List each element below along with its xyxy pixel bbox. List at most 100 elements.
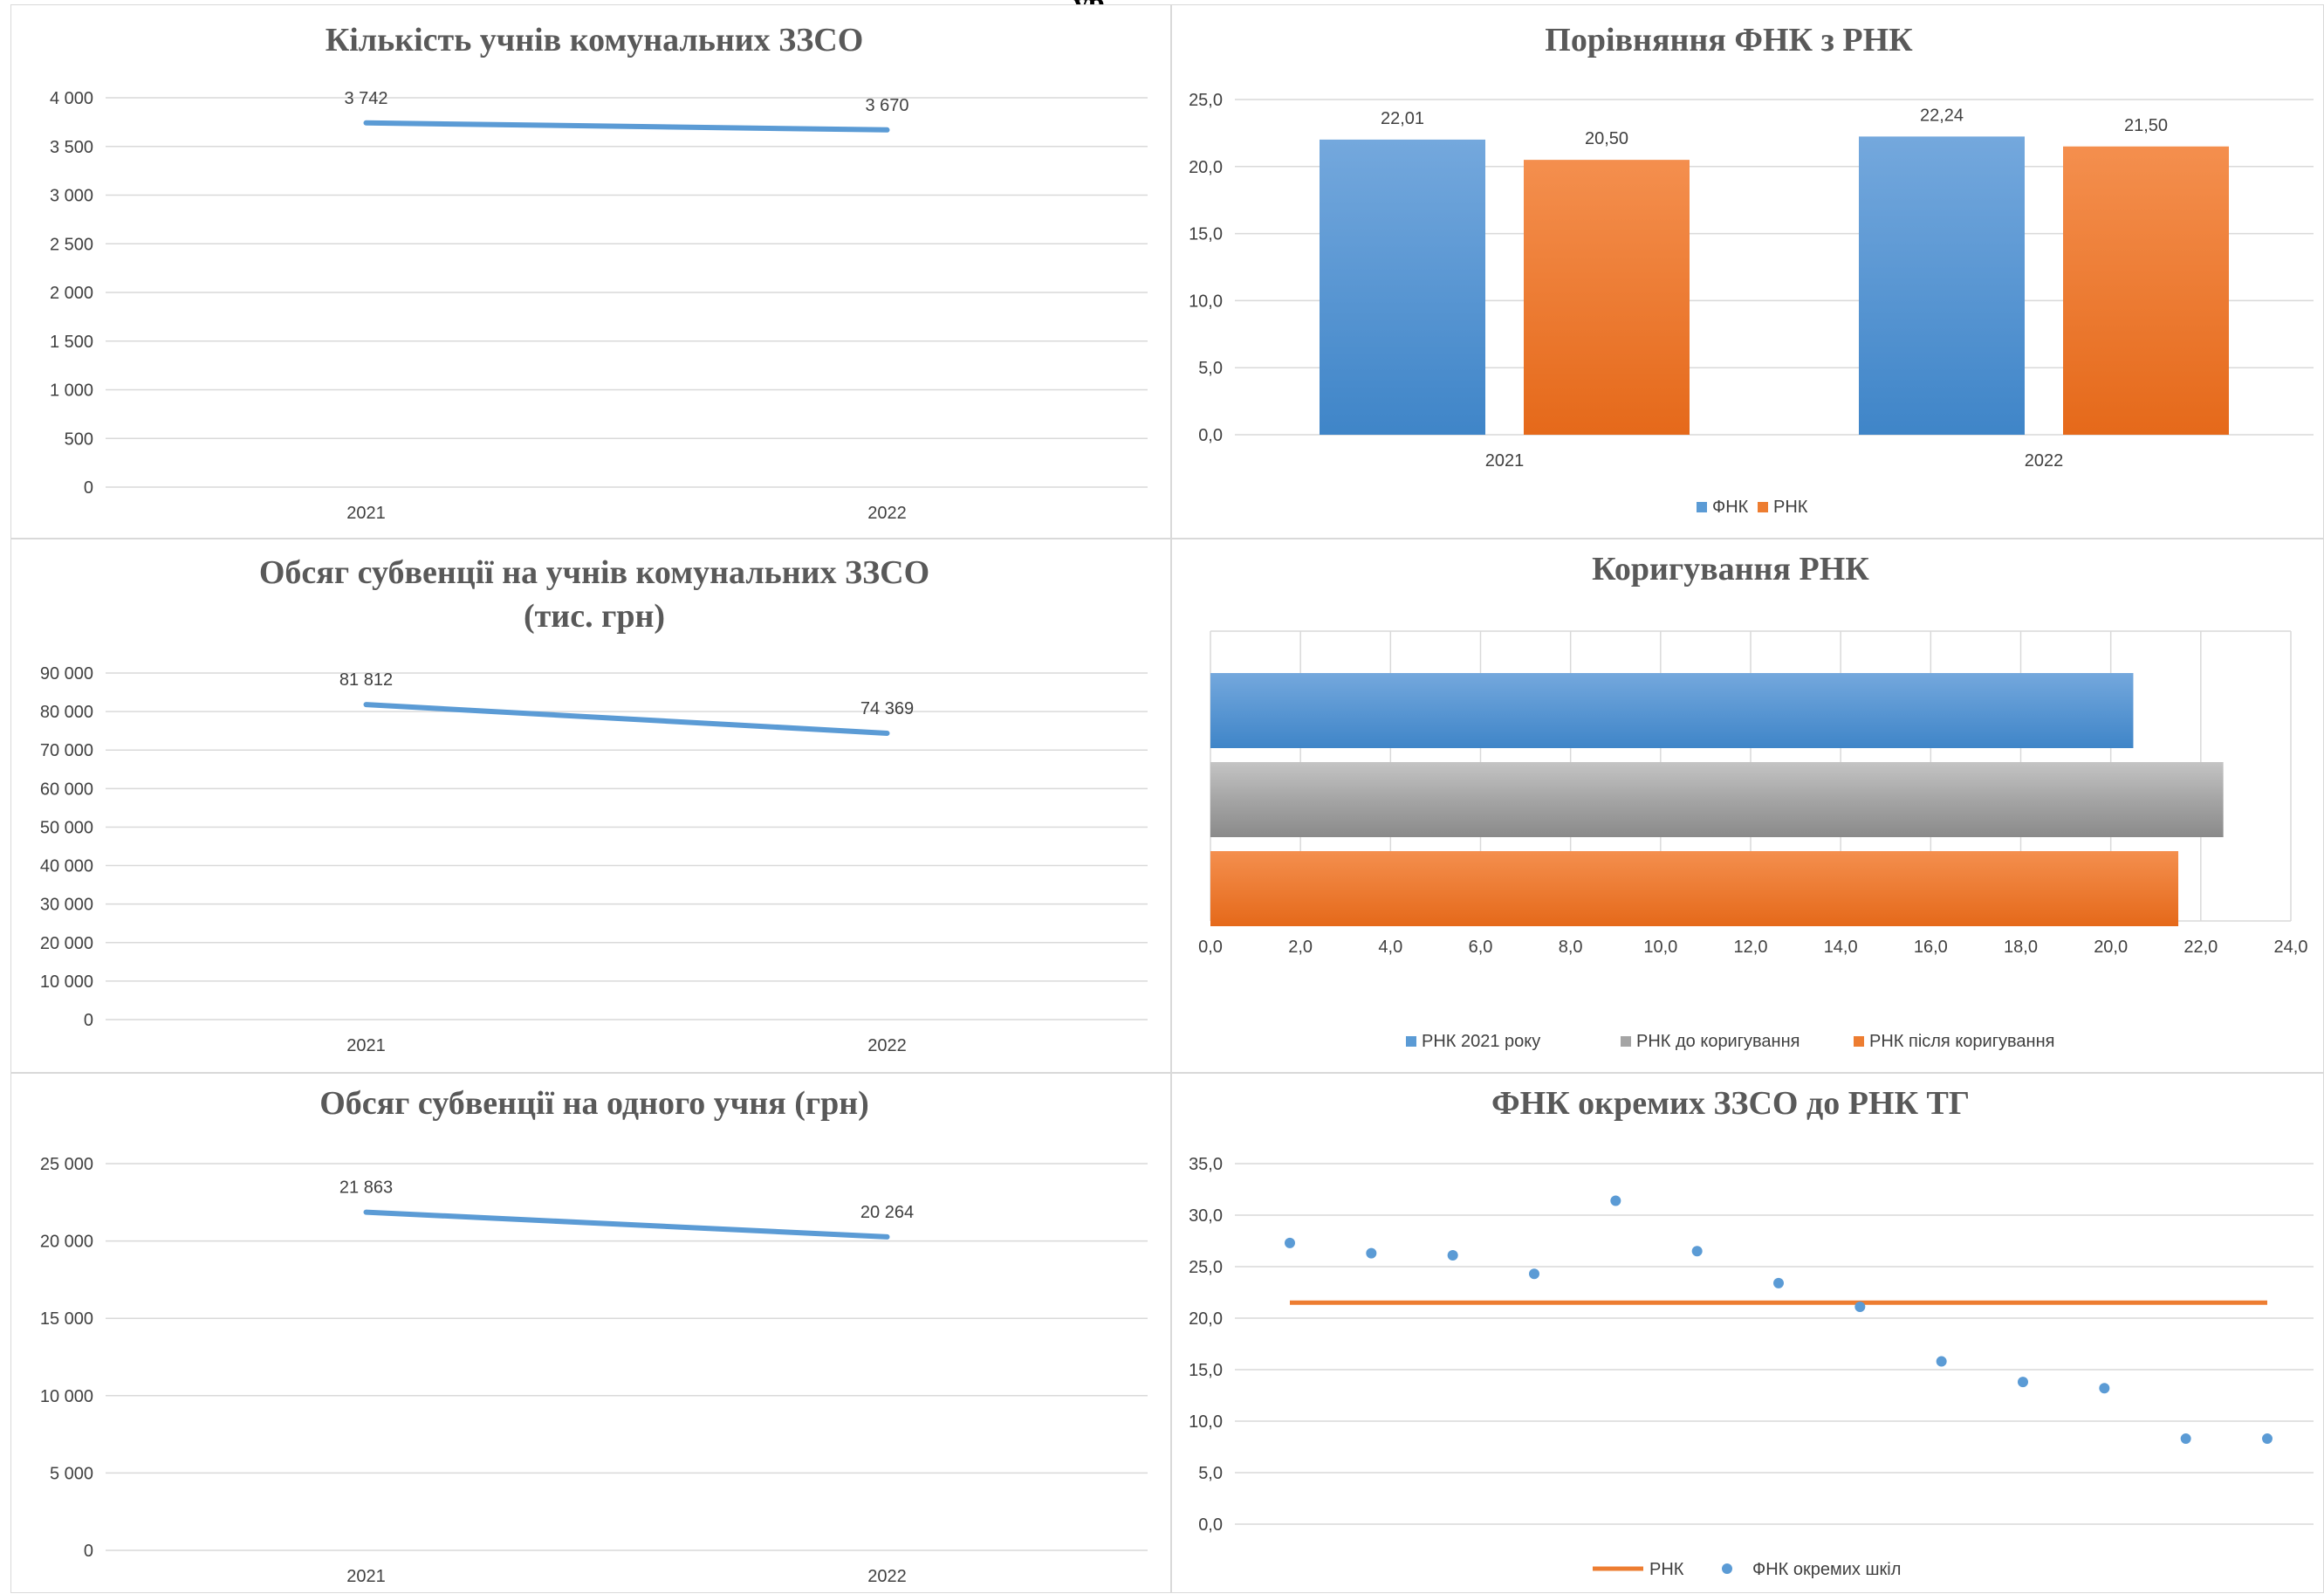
x-tick-label: 20,0	[2094, 938, 2128, 957]
scatter-point	[1854, 1302, 1866, 1313]
chart-subvention-per-student: Обсяг субвенції на одного учня (грн) 0 5 0…	[40, 1085, 1148, 1586]
chart-students: Кількість учнів комунальних ЗЗСО 0 500 1 00…	[50, 22, 1148, 523]
legend-swatch	[1758, 502, 1768, 512]
y-tick-label: 20 000	[40, 1233, 93, 1252]
scatter-point	[2180, 1433, 2191, 1445]
y-tick-label: 5,0	[1198, 1464, 1223, 1483]
y-tick-label: 35,0	[1189, 1155, 1223, 1174]
y-tick-label: 15,0	[1189, 225, 1223, 244]
y-tick-label: 2 500	[50, 235, 93, 254]
x-tick-label: 2,0	[1288, 938, 1313, 957]
scatter-point	[1447, 1250, 1458, 1261]
series-line	[363, 120, 890, 133]
chart-panel-subvention-total: Обсяг субвенції на учнів комунальних ЗЗС…	[10, 539, 1171, 1073]
y-tick-label: 0	[84, 1542, 93, 1561]
y-tick-label: 15 000	[40, 1309, 93, 1329]
y-tick-label: 30,0	[1189, 1206, 1223, 1226]
x-tick-label: 4,0	[1378, 938, 1402, 957]
y-tick-label: 90 000	[40, 664, 93, 684]
x-tick-label: 10,0	[1643, 938, 1677, 957]
x-tick-label: 0,0	[1198, 938, 1223, 957]
chart-title: Кількість учнів комунальних ЗЗСО	[326, 22, 864, 58]
data-label: 21 863	[339, 1178, 393, 1198]
bar	[1320, 139, 1485, 436]
x-tick-label: 24,0	[2274, 938, 2308, 957]
x-tick-label: 2022	[867, 1036, 907, 1055]
data-label: 74 369	[860, 699, 914, 718]
y-tick-label: 10 000	[40, 972, 93, 992]
x-tick-label: 2021	[346, 1567, 386, 1586]
chart-panel-students: Кількість учнів комунальних ЗЗСО 0 500 1 00…	[10, 4, 1171, 539]
chart-title: Порівняння ФНК з РНК	[1545, 22, 1913, 58]
data-label: 20 264	[860, 1203, 914, 1222]
chart-panel-rnk-adjust: Коригування РНК 0,0 2,0 4,0 6,0 8,0 10,0 12,0 14…	[1171, 539, 2324, 1073]
chart-title: ФНК окремих ЗЗСО до РНК ТГ	[1491, 1085, 1970, 1122]
chart-subvention-total: Обсяг субвенції на учнів комунальних ЗЗС…	[40, 554, 1148, 1055]
y-tick-label: 0	[84, 478, 93, 498]
chart-title: (тис. грн)	[524, 598, 665, 635]
y-tick-label: 3 000	[50, 187, 93, 206]
chart-title: Обсяг субвенції на учнів комунальних ЗЗС…	[259, 554, 929, 591]
chart-panel-fnk-schools: ФНК окремих ЗЗСО до РНК ТГ 0,0 5,0 10,0 15,0…	[1171, 1073, 2324, 1593]
scatter-point	[1936, 1356, 1947, 1367]
y-tick-label: 1 500	[50, 333, 93, 352]
data-label: 3 670	[865, 96, 908, 115]
legend-label: ФНК	[1712, 498, 1749, 517]
x-tick-label: 22,0	[2183, 938, 2218, 957]
x-tick-label: 16,0	[1914, 938, 1948, 957]
x-tick-label: 8,0	[1559, 938, 1583, 957]
x-tick-label: 2022	[867, 1567, 907, 1586]
bar	[1524, 160, 1690, 435]
y-tick-label: 10 000	[40, 1387, 93, 1406]
x-tick-label: 2021	[346, 504, 386, 523]
series-line	[363, 1209, 890, 1240]
scatter-point	[2018, 1377, 2028, 1388]
legend-label: РНК 2021 року	[1422, 1032, 1540, 1051]
x-tick-label: 2021	[346, 1036, 386, 1055]
series-line	[363, 702, 890, 736]
chart-panel-fnk-rnk: Порівняння ФНК з РНК 0,0 5,0 10,0 15,0 20,0 25…	[1171, 4, 2324, 539]
y-tick-label: 60 000	[40, 780, 93, 799]
y-tick-label: 10,0	[1189, 1412, 1223, 1432]
y-tick-label: 20 000	[40, 934, 93, 953]
scatter-point	[2262, 1433, 2273, 1445]
x-tick-label: 6,0	[1469, 938, 1493, 957]
y-tick-label: 40 000	[40, 857, 93, 876]
x-tick-label: 2022	[867, 504, 907, 523]
scatter-point	[1366, 1247, 1377, 1259]
x-tick-label: 12,0	[1734, 938, 1768, 957]
y-tick-label: 15,0	[1189, 1361, 1223, 1380]
x-tick-label: 14,0	[1824, 938, 1858, 957]
y-tick-label: 0,0	[1198, 426, 1223, 445]
scatter-point	[1610, 1195, 1621, 1206]
legend-label: РНК після коригування	[1869, 1032, 2054, 1051]
chart-title: Обсяг субвенції на одного учня (грн)	[319, 1085, 869, 1122]
legend-label: РНК	[1649, 1560, 1684, 1579]
data-label: 22,01	[1381, 109, 1424, 128]
x-tick-label: 18,0	[2004, 938, 2038, 957]
data-label: 22,24	[1920, 106, 1964, 125]
chart-panel-subvention-per-student: Обсяг субвенції на одного учня (грн) 0 5 0…	[10, 1073, 1171, 1593]
scatter-point	[1285, 1237, 1295, 1248]
x-tick-label: 2021	[1485, 451, 1525, 471]
legend-swatch	[1697, 502, 1707, 512]
chart-fnk-schools: ФНК окремих ЗЗСО до РНК ТГ 0,0 5,0 10,0 15,0…	[1189, 1085, 2314, 1579]
data-label: 81 812	[339, 670, 393, 690]
y-tick-label: 25 000	[40, 1155, 93, 1174]
bar	[1210, 762, 2224, 837]
legend-label: ФНК окремих шкіл	[1752, 1560, 1901, 1579]
chart-title: Коригування РНК	[1592, 551, 1869, 587]
data-label: 20,50	[1585, 129, 1628, 148]
y-tick-label: 5,0	[1198, 359, 1223, 378]
data-label: 3 742	[344, 89, 387, 108]
y-tick-label: 20,0	[1189, 158, 1223, 177]
y-tick-label: 50 000	[40, 818, 93, 837]
y-tick-label: 2 000	[50, 284, 93, 303]
legend-swatch	[1406, 1036, 1416, 1047]
y-tick-label: 25,0	[1189, 91, 1223, 110]
scatter-point	[2099, 1383, 2110, 1394]
legend-swatch	[1722, 1563, 1732, 1574]
legend-label: РНК	[1773, 498, 1808, 517]
bar	[1210, 851, 2179, 926]
y-tick-label: 500	[65, 429, 93, 449]
